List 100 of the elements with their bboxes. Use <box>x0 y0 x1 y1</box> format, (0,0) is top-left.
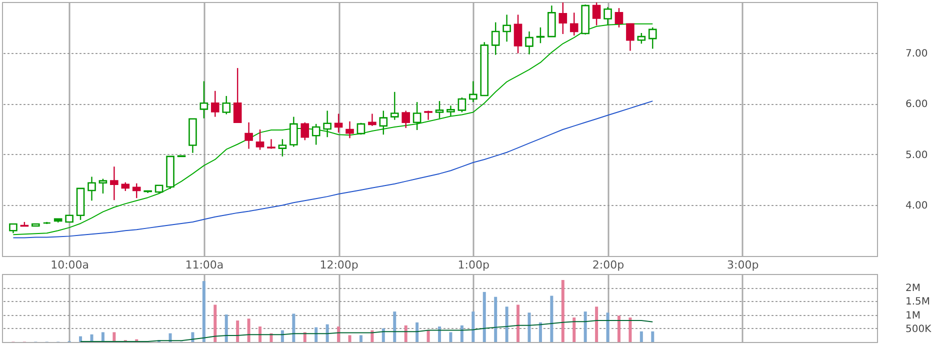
x-tick-label: 2:00p <box>592 258 624 272</box>
bar <box>393 312 396 342</box>
candlestick <box>356 122 366 136</box>
x-tick-label: 11:00a <box>185 258 224 272</box>
bar <box>482 292 486 342</box>
bar <box>337 326 340 342</box>
bar <box>382 328 385 342</box>
bar <box>404 325 408 342</box>
bar <box>191 332 194 342</box>
x-tick-label: 12:00p <box>320 258 358 272</box>
candlestick <box>222 95 231 115</box>
candlestick <box>300 122 310 141</box>
bar <box>584 312 587 342</box>
bar <box>472 312 475 342</box>
candlestick <box>390 91 399 120</box>
bar <box>258 326 262 342</box>
bar <box>214 304 217 342</box>
bar <box>460 325 464 342</box>
bar <box>292 314 296 342</box>
candlestick <box>334 113 343 134</box>
candlestick <box>614 7 624 28</box>
y-tick-label: 1M <box>906 310 920 322</box>
line-series <box>12 100 654 238</box>
candlestick <box>244 122 253 150</box>
candlestick <box>525 30 534 55</box>
candlestick <box>278 138 287 158</box>
candlestick <box>256 128 264 150</box>
bar <box>516 304 520 342</box>
candlestick <box>424 110 432 120</box>
bar <box>202 281 206 342</box>
candlestick <box>458 96 466 113</box>
candlestick <box>9 223 18 234</box>
candlestick <box>368 113 376 127</box>
line-series <box>80 320 654 342</box>
x-tick-label: 10:00a <box>50 258 90 272</box>
bar <box>505 306 508 342</box>
bar <box>426 330 430 342</box>
bar <box>561 280 564 342</box>
y-tick-label: 1.5M <box>906 296 930 308</box>
bar <box>303 332 306 342</box>
bar <box>112 332 116 342</box>
bar <box>326 324 329 342</box>
candlestick <box>592 2 601 26</box>
bar <box>538 322 542 342</box>
y-tick-label: 7.00 <box>906 48 928 60</box>
candlestick <box>648 26 657 50</box>
x-tick-label: 1:00p <box>458 258 490 272</box>
bar <box>280 330 284 342</box>
bar <box>359 335 362 342</box>
bar <box>640 331 643 342</box>
bar <box>550 296 554 342</box>
bar <box>617 316 620 342</box>
candlestick <box>536 26 545 44</box>
candlestick <box>210 90 220 118</box>
candlestick <box>290 116 298 148</box>
candlestick <box>446 105 455 117</box>
candlestick <box>502 14 511 42</box>
candlestick <box>435 100 444 119</box>
bar <box>348 335 352 342</box>
candlestick <box>637 32 646 44</box>
candlestick <box>312 123 320 146</box>
candlestick <box>132 182 141 199</box>
candlestick <box>379 110 388 136</box>
candlestick <box>548 4 556 38</box>
x-tick-label: 3:00p <box>727 258 759 272</box>
y-tick-label: 500K <box>906 324 932 335</box>
bar <box>572 318 576 342</box>
candlestick <box>110 166 118 201</box>
candlestick <box>267 138 276 150</box>
y-tick-label: 4.00 <box>906 200 928 212</box>
candlestick <box>604 6 612 26</box>
candlestick <box>402 110 410 129</box>
bar <box>416 322 419 342</box>
candlestick <box>626 23 634 52</box>
candlestick <box>233 67 242 124</box>
y-tick-label: 6.00 <box>906 99 928 110</box>
candlestick <box>491 22 500 56</box>
y-tick-label: 5.00 <box>906 150 928 161</box>
candlestick <box>88 176 96 202</box>
candlestick <box>323 110 332 138</box>
candlestick <box>346 120 354 139</box>
bar <box>449 332 452 342</box>
bar <box>528 312 531 342</box>
bar <box>628 318 632 342</box>
candlestick <box>200 80 208 119</box>
bar <box>438 326 441 342</box>
candlestick <box>570 12 578 36</box>
candlestick <box>412 101 422 131</box>
bar <box>606 312 610 342</box>
bar <box>494 296 498 342</box>
bar <box>247 318 250 342</box>
bar <box>236 320 240 342</box>
candlestick <box>469 80 478 103</box>
bar <box>651 331 654 342</box>
bar <box>101 332 104 342</box>
candlestick <box>98 178 108 194</box>
bar <box>224 314 228 342</box>
y-tick-label: 2M <box>906 283 920 294</box>
bar <box>314 327 318 342</box>
candlestick <box>558 2 568 35</box>
